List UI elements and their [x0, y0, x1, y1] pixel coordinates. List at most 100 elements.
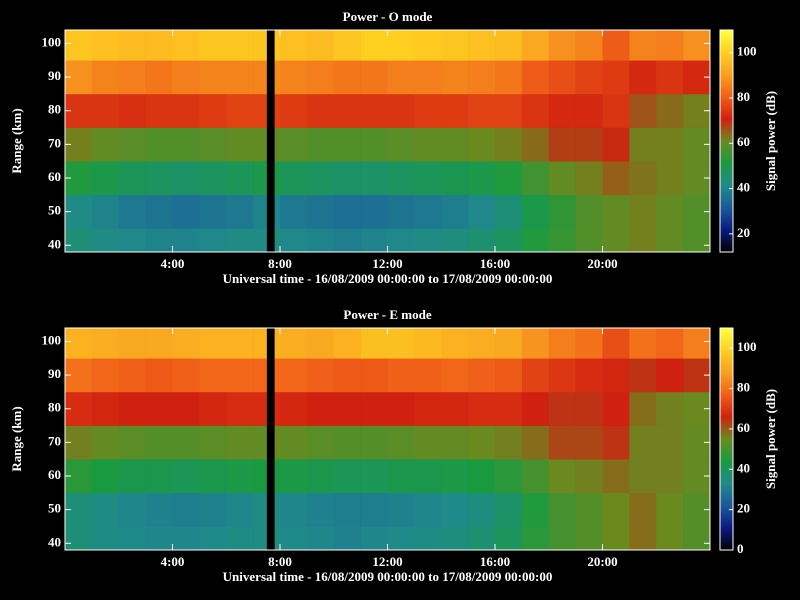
heatmap-cell	[226, 425, 254, 460]
heatmap-cell	[387, 161, 415, 196]
heatmap-cell	[333, 194, 361, 229]
heatmap-cell	[495, 492, 523, 527]
heatmap-cell	[521, 492, 550, 527]
y-tick-label: 100	[42, 332, 62, 347]
heatmap-cell	[656, 328, 684, 359]
heatmap-cell	[306, 328, 335, 359]
heatmap-cell	[306, 194, 335, 229]
heatmap-cell	[656, 391, 684, 426]
colorbar-tick-label: 40	[737, 460, 750, 475]
heatmap-cell	[360, 526, 388, 551]
heatmap-cell	[495, 391, 523, 426]
heatmap-cell	[118, 358, 146, 393]
x-tick-label: 12:00	[372, 554, 402, 569]
colorbar-tick-label: 60	[737, 420, 750, 435]
heatmap-cell	[145, 526, 173, 551]
heatmap-cell	[521, 127, 550, 162]
chart-title: Power - E mode	[343, 307, 431, 322]
heatmap-cell	[118, 30, 146, 61]
heatmap-cell	[333, 526, 361, 551]
heatmap-cell	[495, 30, 523, 61]
heatmap-cell	[172, 425, 200, 460]
y-tick-label: 100	[42, 34, 62, 49]
colorbar-label: Signal power (dB)	[763, 389, 778, 489]
colorbar-tick-label: 40	[737, 180, 750, 195]
heatmap-cell	[333, 228, 361, 253]
heatmap-cell	[575, 328, 603, 359]
y-tick-label: 70	[48, 135, 61, 150]
heatmap-cell	[280, 358, 308, 393]
heatmap-cell	[468, 127, 496, 162]
heatmap-cell	[172, 526, 200, 551]
heatmap-cell	[226, 328, 254, 359]
heatmap-cell	[629, 30, 657, 61]
heatmap-cell	[91, 391, 120, 426]
heatmap-cell	[118, 492, 146, 527]
colorbar-tick-label: 20	[737, 225, 750, 240]
heatmap-cell	[602, 194, 630, 229]
heatmap-cell	[333, 93, 361, 128]
heatmap-cell	[441, 492, 469, 527]
heatmap-cell	[91, 93, 120, 128]
heatmap-cell	[91, 127, 120, 162]
heatmap-cell	[521, 425, 550, 460]
heatmap-cell	[306, 30, 335, 61]
heatmap-cell	[656, 358, 684, 393]
heatmap-cell	[602, 526, 630, 551]
heatmap-cell	[91, 459, 120, 494]
heatmap-cell	[521, 161, 550, 196]
heatmap-cell	[360, 60, 388, 95]
heatmap-cell	[441, 425, 469, 460]
heatmap-cell	[656, 425, 684, 460]
heatmap-cell	[274, 30, 281, 61]
heatmap-cell	[629, 194, 657, 229]
heatmap-cell	[414, 30, 442, 61]
heatmap-cell	[683, 228, 711, 253]
heatmap-cell	[274, 228, 281, 253]
colorbar-tick-label: 60	[737, 134, 750, 149]
heatmap-cell	[468, 459, 496, 494]
heatmap-cell	[683, 30, 711, 61]
heatmap-cell	[145, 391, 173, 426]
heatmap-cell	[199, 526, 227, 551]
heatmap-cell	[575, 194, 603, 229]
heatmap-cell	[602, 93, 630, 128]
y-tick-label: 50	[48, 203, 61, 218]
heatmap-cell	[274, 194, 281, 229]
heatmap-cell	[441, 161, 469, 196]
heatmap-cell	[468, 425, 496, 460]
heatmap-cell	[548, 328, 576, 359]
heatmap-cell	[602, 391, 630, 426]
heatmap-cell	[280, 391, 308, 426]
heatmap-cell	[253, 358, 267, 393]
heatmap-cell	[441, 93, 469, 128]
heatmap-cell	[306, 425, 335, 460]
heatmap-cell	[602, 161, 630, 196]
heatmap-cell	[575, 391, 603, 426]
heatmap-cell	[548, 425, 576, 460]
heatmap-cell	[199, 358, 227, 393]
heatmap-cell	[495, 161, 523, 196]
heatmap-cell	[172, 127, 200, 162]
heatmap-cell	[118, 459, 146, 494]
heatmap-cell	[629, 526, 657, 551]
heatmap-cell	[172, 459, 200, 494]
heatmap-cell	[629, 161, 657, 196]
heatmap-cell	[280, 161, 308, 196]
y-tick-label: 90	[48, 366, 61, 381]
heatmap-cell	[387, 194, 415, 229]
y-tick-label: 80	[48, 102, 61, 117]
heatmap-cell	[253, 526, 267, 551]
heatmap-cell	[145, 328, 173, 359]
heatmap-cell	[656, 30, 684, 61]
heatmap-cell	[199, 425, 227, 460]
heatmap-cell	[468, 228, 496, 253]
heatmap-cell	[118, 60, 146, 95]
heatmap-cell	[360, 358, 388, 393]
heatmap-cell	[226, 358, 254, 393]
heatmap-cell	[629, 93, 657, 128]
heatmap-cell	[172, 391, 200, 426]
heatmap-cell	[629, 127, 657, 162]
heatmap-cell	[360, 30, 388, 61]
